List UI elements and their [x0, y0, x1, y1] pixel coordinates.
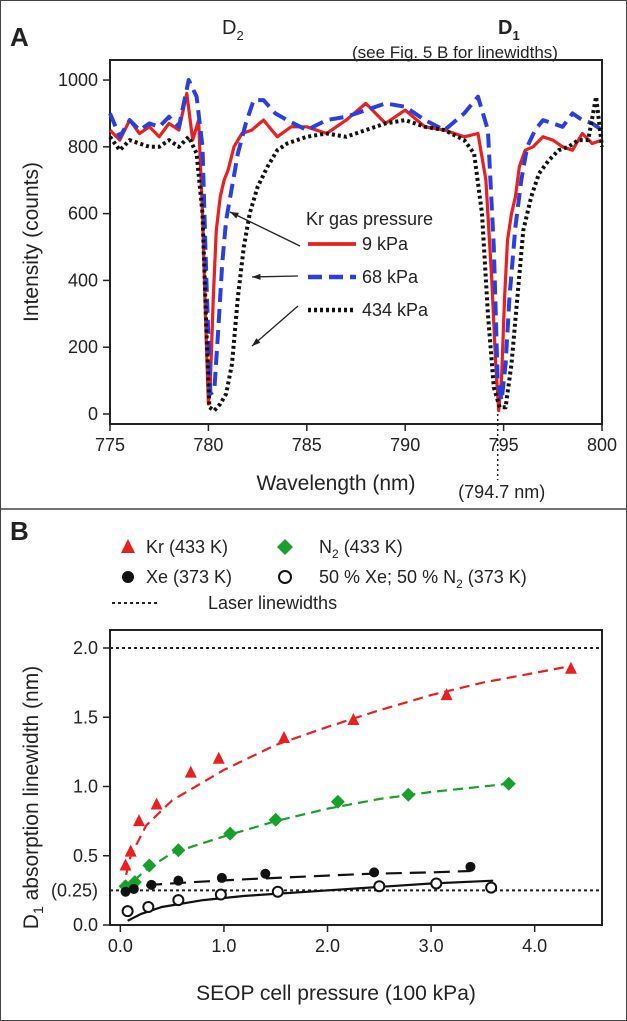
data-point	[440, 688, 453, 701]
plot-frame-b	[109, 629, 603, 926]
legend-label-b: N2 (433 K)	[319, 537, 403, 561]
data-point	[150, 797, 163, 810]
plot-frame-a	[109, 59, 603, 425]
y-tick-label-a: 800	[68, 137, 98, 157]
x-tick-label-a: 775	[95, 435, 125, 455]
series-line-434-kPa	[108, 94, 604, 413]
y-tick-label-b: 0.0	[73, 915, 98, 935]
panel-b-plot: 0.0 1.0 2.0 3.0 4.0 0.0 0.5 1.0 1.5 2.0 (0.25)	[51, 629, 603, 956]
legend-arrowhead	[230, 212, 239, 219]
data-point	[373, 880, 386, 893]
y-axis-label-a: Intensity (counts)	[20, 162, 43, 322]
data-point	[278, 731, 291, 744]
data-point	[465, 861, 476, 872]
fit-curve	[121, 782, 509, 893]
panel-b-legend: Kr (433 K) N2 (433 K) Xe (373 K) 50 % Xe; 5…	[112, 537, 527, 613]
legend-label-a: 9 kPa	[362, 234, 409, 254]
data-point	[172, 894, 185, 907]
data-point	[347, 713, 360, 726]
legend-arrow	[251, 305, 299, 347]
y-tick-label-b: 0.5	[73, 846, 98, 866]
legend-label-b: 50 % Xe; 50 % N2 (373 K)	[319, 567, 527, 591]
d2-label: D2	[222, 17, 244, 43]
data-point	[330, 794, 345, 809]
legend-label-a: 434 kPa	[362, 300, 429, 320]
panel-a-plot: 775 780 785 790 795 800 0 200 400 600 800 1000 Kr g…	[58, 59, 617, 480]
x-tick-label-a: 800	[587, 435, 617, 455]
data-point	[369, 867, 380, 878]
data-point	[121, 905, 134, 918]
legend-arrowhead	[252, 338, 261, 346]
data-point	[485, 881, 498, 894]
data-point	[173, 875, 184, 886]
panel-b-label: B	[10, 516, 29, 546]
x-tick-label-b: 2.0	[315, 936, 340, 956]
fit-curve	[121, 664, 572, 891]
data-point	[146, 879, 157, 890]
y-tick-label-a: 400	[68, 270, 98, 290]
data-point	[430, 877, 443, 890]
y-tick-label-a: 0	[88, 404, 98, 424]
data-point	[214, 888, 227, 901]
legend-label-b: Kr (433 K)	[146, 537, 228, 557]
data-point	[268, 812, 283, 827]
d1-label: D1	[498, 17, 520, 43]
data-point	[564, 661, 577, 674]
x-tick-label-a: 795	[489, 435, 519, 455]
x-tick-label-b: 1.0	[211, 936, 236, 956]
y-tick-label-a: 1000	[58, 70, 98, 90]
legend-label-a: 68 kPa	[362, 267, 419, 287]
legend-marker-b	[278, 570, 292, 584]
data-point	[142, 900, 155, 913]
x-axis-label-a: Wavelength (nm)	[256, 472, 415, 495]
marker-wavelength-label: (794.7 nm)	[458, 482, 545, 502]
legend-label-b: Xe (373 K)	[146, 567, 232, 587]
y-tick-label-a: 600	[68, 204, 98, 224]
data-point	[271, 885, 284, 898]
data-point	[124, 844, 137, 857]
x-tick-label-b: 4.0	[522, 936, 547, 956]
x-tick-label-a: 780	[193, 435, 223, 455]
data-point	[133, 814, 146, 827]
legend-title-a: Kr gas pressure	[306, 209, 433, 229]
y-tick-label-extra: (0.25)	[51, 880, 98, 900]
x-tick-label-b: 0.0	[108, 936, 133, 956]
legend-marker-b	[121, 539, 135, 553]
y-axis-label-b: D1 absorption linewidth (nm)	[20, 666, 46, 929]
x-tick-label-a: 785	[292, 435, 322, 455]
x-tick-label-a: 790	[390, 435, 420, 455]
legend-arrow	[229, 211, 301, 247]
y-tick-label-b: 2.0	[73, 638, 98, 658]
data-point	[401, 787, 416, 802]
data-point	[128, 883, 139, 894]
data-point	[184, 765, 197, 778]
y-tick-label-b: 1.5	[73, 707, 98, 727]
y-tick-label-b: 1.0	[73, 777, 98, 797]
data-point	[119, 858, 132, 871]
legend-marker-b	[122, 571, 134, 583]
data-point	[120, 886, 131, 897]
data-point	[216, 872, 227, 883]
panel-a-label: A	[10, 22, 29, 52]
series-line-68-kPa	[108, 78, 604, 403]
data-point	[171, 843, 186, 858]
legend-label-laser: Laser linewidths	[208, 593, 337, 613]
legend-arrowhead	[252, 273, 261, 280]
legend-marker-b	[277, 539, 293, 555]
x-axis-label-b: SEOP cell pressure (100 kPa)	[196, 982, 476, 1005]
linewidth-note: (see Fig. 5 B for linewidths)	[352, 43, 558, 62]
fit-curve	[122, 869, 471, 891]
data-point	[223, 826, 238, 841]
data-point	[260, 868, 271, 879]
data-point	[142, 858, 157, 873]
data-point	[501, 776, 516, 791]
y-tick-label-a: 200	[68, 337, 98, 357]
data-point	[212, 751, 225, 764]
x-tick-label-b: 3.0	[419, 936, 444, 956]
